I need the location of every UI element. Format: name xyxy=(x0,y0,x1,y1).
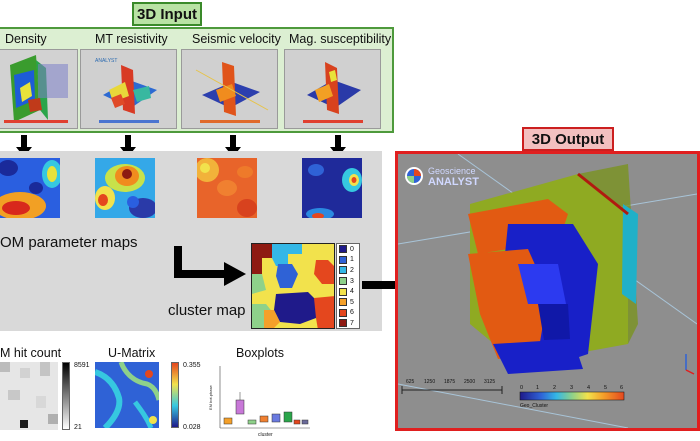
logo-bottom-text: ANALYST xyxy=(428,176,479,188)
legend-item: 6 xyxy=(337,308,359,319)
som-map-density xyxy=(0,158,60,218)
svg-text:3: 3 xyxy=(570,385,573,391)
som-map-mag-susceptibility xyxy=(302,158,362,218)
svg-text:5: 5 xyxy=(604,385,607,391)
hit-count-min: 21 xyxy=(74,424,82,431)
svg-text:2500: 2500 xyxy=(464,379,475,385)
umatrix-label: U-Matrix xyxy=(108,346,156,360)
svg-text:cluster: cluster xyxy=(258,432,273,438)
label-mt-resistivity: MT resistivity xyxy=(95,32,168,46)
som-caption: OM parameter maps xyxy=(0,234,138,251)
svg-text:625: 625 xyxy=(406,379,415,385)
legend-item: 1 xyxy=(337,255,359,266)
label-mag-susceptibility: Mag. susceptibility xyxy=(289,32,392,46)
legend-item: 5 xyxy=(337,297,359,308)
svg-text:3125: 3125 xyxy=(484,379,495,385)
legend-item: 2 xyxy=(337,265,359,276)
som-map-seismic-velocity xyxy=(197,158,257,218)
legend-item: 4 xyxy=(337,286,359,297)
mt-resistivity-3d-view: ANALYST xyxy=(80,49,177,129)
label-density: Density xyxy=(5,32,47,46)
label-seismic-velocity: Seismic velocity xyxy=(192,32,281,46)
svg-text:4: 4 xyxy=(587,385,590,391)
hit-count-map xyxy=(0,362,58,430)
arrow-right-icon xyxy=(174,246,246,286)
hit-count-max: 8591 xyxy=(74,362,90,369)
umatrix-map xyxy=(93,361,162,431)
umatrix-colorbar xyxy=(171,362,179,428)
svg-text:EM bot.phase: EM bot.phase xyxy=(208,385,213,410)
hit-count-colorbar xyxy=(62,362,70,430)
umatrix-min: 0.028 xyxy=(183,424,201,431)
som-map-mt-resistivity xyxy=(95,158,155,218)
boxplot-label: Boxplots xyxy=(236,346,284,360)
density-3d-view xyxy=(0,49,78,129)
legend-item: 3 xyxy=(337,276,359,287)
legend-item: 7 xyxy=(337,318,359,329)
mag-susceptibility-3d-view xyxy=(284,49,381,129)
svg-text:Geo_Cluster: Geo_Cluster xyxy=(520,403,548,409)
cluster-map xyxy=(251,243,335,329)
svg-text:ANALYST: ANALYST xyxy=(95,58,117,64)
hit-count-label: M hit count xyxy=(0,346,62,360)
umatrix-max: 0.355 xyxy=(183,362,201,369)
logo-top-text: Geoscience xyxy=(428,166,476,176)
cluster-legend: 0 1 2 3 4 5 6 7 xyxy=(336,243,360,329)
seismic-velocity-3d-view xyxy=(181,49,278,129)
svg-text:6: 6 xyxy=(620,385,623,391)
svg-text:1875: 1875 xyxy=(444,379,455,385)
input-title: 3D Input xyxy=(132,2,202,26)
legend-item: 0 xyxy=(337,244,359,255)
svg-text:2: 2 xyxy=(553,385,556,391)
boxplot-chart: EM bot.phase cluster xyxy=(206,362,316,438)
svg-text:0: 0 xyxy=(520,385,523,391)
svg-text:1: 1 xyxy=(536,385,539,391)
output-title: 3D Output xyxy=(522,127,614,151)
svg-text:1250: 1250 xyxy=(424,379,435,385)
output-3d-view: Geoscience ANALYST 0 1 2 3 4 5 6 Geo_Clu… xyxy=(395,151,700,431)
cluster-caption: cluster map xyxy=(168,302,246,319)
